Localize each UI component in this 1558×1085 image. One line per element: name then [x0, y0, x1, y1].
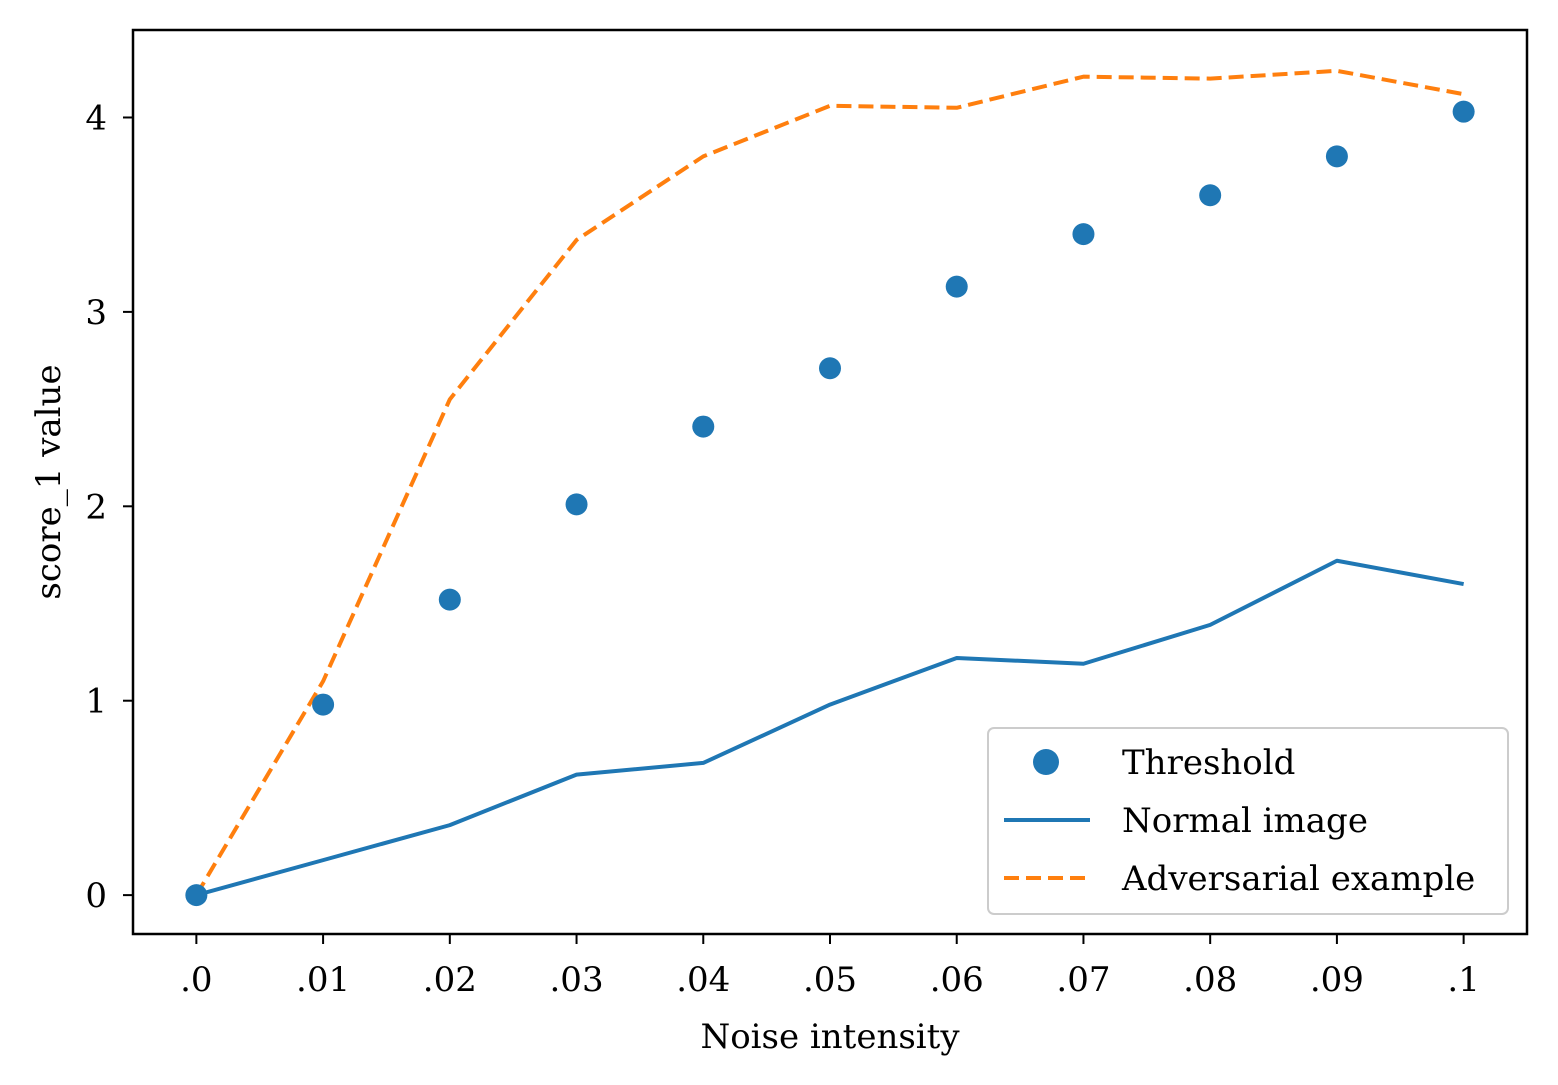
- y-tick-label: 2: [85, 487, 107, 527]
- threshold-point: [565, 493, 588, 516]
- threshold-point: [185, 884, 208, 907]
- threshold-point: [1452, 100, 1475, 123]
- threshold-point: [1072, 223, 1095, 246]
- x-tick-label: .0: [180, 960, 212, 1000]
- y-axis-ticks: 0 1 2 3 4: [85, 98, 133, 916]
- x-tick-label: .05: [803, 960, 857, 1000]
- threshold-point: [1199, 184, 1222, 207]
- threshold-point: [1325, 145, 1348, 168]
- series-line-normal-image: [195, 558, 1464, 898]
- threshold-point: [438, 588, 461, 611]
- y-tick-label: 0: [85, 876, 107, 916]
- legend-label: Adversarial example: [1121, 859, 1475, 899]
- legend-box: [987, 727, 1509, 915]
- x-tick-label: .1: [1447, 960, 1479, 1000]
- threshold-point: [945, 275, 968, 298]
- y-tick-label: 1: [85, 682, 107, 722]
- x-tick-label: .04: [676, 960, 730, 1000]
- legend: Threshold Normal image Adversarial example: [987, 727, 1509, 915]
- x-tick-label: .07: [1056, 960, 1110, 1000]
- y-tick-label: 3: [85, 293, 107, 333]
- x-tick-label: .01: [296, 960, 350, 1000]
- y-axis-label: score_1 value: [29, 364, 69, 599]
- threshold-point: [819, 357, 841, 380]
- plot-area: [185, 68, 1475, 907]
- y-tick-label: 4: [85, 98, 107, 138]
- x-axis-ticks: .0 .01 .02 .03 .04 .05 .06 .07 .08 .09 .1: [180, 934, 1480, 1000]
- threshold-point: [312, 693, 335, 716]
- x-tick-label: .09: [1310, 960, 1364, 1000]
- x-tick-label: .02: [423, 960, 477, 1000]
- legend-label: Threshold: [1122, 743, 1295, 783]
- legend-marker-threshold: [1033, 749, 1059, 775]
- x-tick-label: .08: [1183, 960, 1237, 1000]
- legend-label: Normal image: [1122, 801, 1368, 841]
- threshold-point: [692, 415, 715, 438]
- x-tick-label: .03: [550, 960, 604, 1000]
- x-axis-label: Noise intensity: [700, 1017, 960, 1057]
- x-tick-label: .06: [930, 960, 984, 1000]
- series-line-adversarial-example: [194, 68, 1464, 897]
